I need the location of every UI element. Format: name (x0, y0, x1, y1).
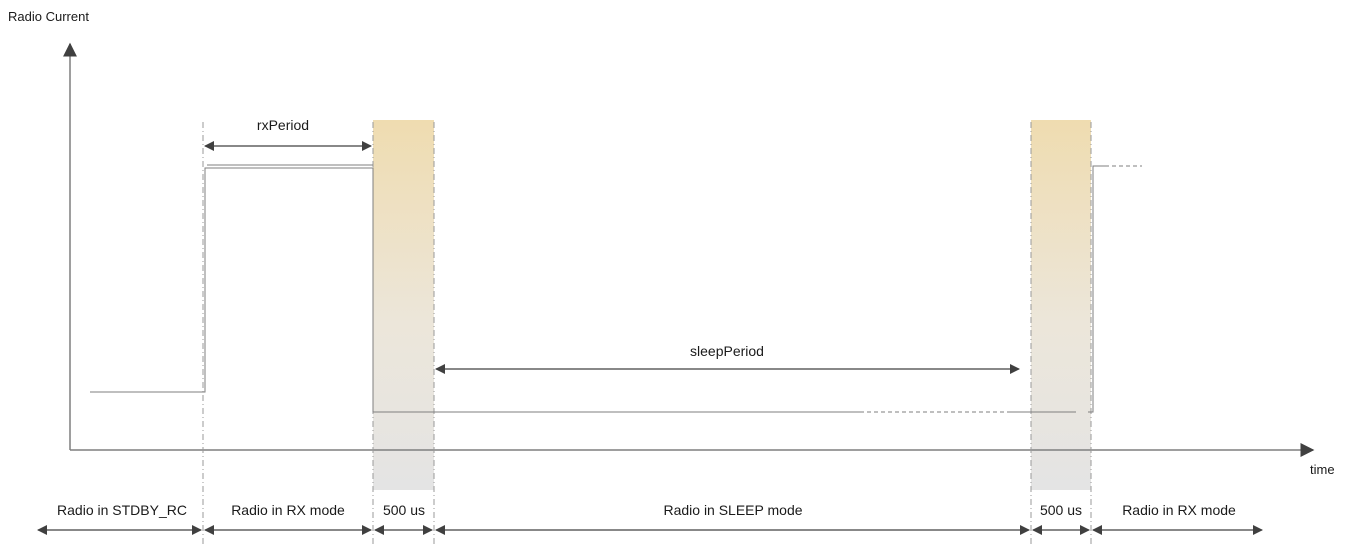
sleep-period-label: sleepPeriod (690, 343, 764, 359)
rx-period-label: rxPeriod (257, 117, 309, 133)
phase-label-wake2: 500 us (1040, 502, 1082, 518)
y-axis-label: Radio Current (8, 9, 89, 24)
phase-label-rx2: Radio in RX mode (1122, 502, 1236, 518)
waveform-segment-3 (1088, 165, 1105, 413)
current-waveform (90, 164, 1142, 413)
wake-band-2 (1031, 120, 1091, 490)
waveform-segment-1 (90, 167, 860, 413)
phase-label-wake1: 500 us (383, 502, 425, 518)
phase-label-rx1: Radio in RX mode (231, 502, 345, 518)
phase-label-standby: Radio in STDBY_RC (57, 502, 187, 518)
x-axis-label: time (1310, 462, 1335, 477)
phase-label-sleep: Radio in SLEEP mode (663, 502, 802, 518)
wake-band-1 (373, 120, 434, 490)
phase-guides (202, 122, 1092, 545)
